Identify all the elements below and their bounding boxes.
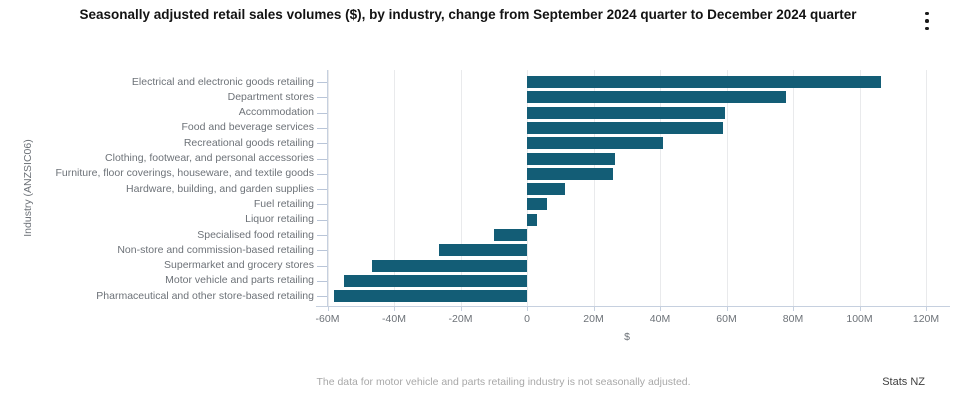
category-tick <box>317 143 327 145</box>
gridline-20M <box>593 70 595 306</box>
category-label-motor-vehicle-and-parts-retailing: Motor vehicle and parts retailing <box>165 274 314 287</box>
gridline-120M <box>926 70 927 306</box>
category-tick <box>317 82 327 83</box>
category-tick <box>317 265 327 267</box>
gridline--60M <box>327 70 329 306</box>
gridline--40M <box>394 70 395 306</box>
category-tick <box>317 127 327 129</box>
bar-furniture-floor-coverings-houseware-and-textile-goods[interactable] <box>527 167 614 180</box>
gridline-40M <box>660 70 661 306</box>
category-tick <box>317 97 327 99</box>
category-tick <box>317 296 327 298</box>
x-axis-tick <box>660 307 661 311</box>
category-label-supermarket-and-grocery-stores: Supermarket and grocery stores <box>164 259 314 272</box>
bar-specialised-food-retailing[interactable] <box>493 229 527 241</box>
bar-electrical-and-electronic-goods-retailing[interactable] <box>527 76 882 88</box>
kebab-dot-icon <box>925 11 929 16</box>
gridline-100M <box>859 70 861 306</box>
category-tick <box>317 173 327 175</box>
x-tick-label: 40M <box>649 313 671 325</box>
category-label-hardware-building-and-garden-supplies: Hardware, building, and garden supplies <box>126 182 314 195</box>
category-tick <box>317 250 327 252</box>
category-label-non-store-and-commission-based-retailing: Non-store and commission-based retailing <box>117 243 314 256</box>
category-tick <box>317 158 327 160</box>
x-tick-label: 20M <box>583 313 604 325</box>
category-label-specialised-food-retailing: Specialised food retailing <box>197 228 314 241</box>
x-axis-tick <box>460 307 462 311</box>
category-label-department-stores: Department stores <box>227 90 314 103</box>
chart-footnote: The data for motor vehicle and parts ret… <box>316 376 691 388</box>
y-axis-line <box>327 70 328 306</box>
bar-fuel-retailing[interactable] <box>527 198 547 211</box>
category-label-furniture-floor-coverings-houseware-and-textile-goods: Furniture, floor coverings, houseware, a… <box>55 167 314 180</box>
x-axis-tick <box>726 307 728 311</box>
category-label-fuel-retailing: Fuel retailing <box>253 197 314 210</box>
bar-non-store-and-commission-based-retailing[interactable] <box>438 244 527 257</box>
bar-recreational-goods-retailing[interactable] <box>527 137 664 150</box>
category-tick <box>317 219 327 221</box>
x-tick-label: 60M <box>716 313 737 325</box>
gridline-80M <box>793 70 794 306</box>
x-tick-label: -20M <box>448 313 473 325</box>
category-label-liquor-retailing: Liquor retailing <box>245 213 314 226</box>
bar-supermarket-and-grocery-stores[interactable] <box>372 259 527 272</box>
x-tick-label: -40M <box>382 313 406 325</box>
x-axis-line <box>316 306 950 307</box>
bar-pharmaceutical-and-other-store-based-retailing[interactable] <box>334 290 527 303</box>
x-axis-tick <box>527 307 528 311</box>
category-label-clothing-footwear-and-personal-accessories: Clothing, footwear, and personal accesso… <box>105 152 314 164</box>
category-label-recreational-goods-retailing: Recreational goods retailing <box>183 136 314 149</box>
bar-clothing-footwear-and-personal-accessories[interactable] <box>527 152 616 165</box>
x-tick-label: 100M <box>846 313 873 325</box>
gridline-60M <box>726 70 728 306</box>
kebab-menu-button[interactable] <box>916 6 938 36</box>
category-tick <box>317 204 327 206</box>
x-axis-tick <box>926 307 927 311</box>
kebab-dot-icon <box>925 19 929 23</box>
bar-hardware-building-and-garden-supplies[interactable] <box>527 183 566 196</box>
category-label-pharmaceutical-and-other-store-based-retailing: Pharmaceutical and other store-based ret… <box>96 289 314 302</box>
x-axis-tick <box>327 307 329 311</box>
attribution-stats-nz: Stats NZ <box>882 376 925 388</box>
bar-department-stores[interactable] <box>527 91 787 104</box>
category-tick <box>317 280 327 282</box>
gridline--20M <box>460 70 462 306</box>
category-label-accommodation: Accommodation <box>238 106 314 119</box>
x-axis-title: $ <box>624 331 630 343</box>
x-axis-tick <box>593 307 595 311</box>
category-tick <box>317 235 327 236</box>
bar-food-and-beverage-services[interactable] <box>527 121 724 134</box>
y-axis-title: Industry (ANZSIC06) <box>22 139 34 237</box>
x-tick-label: 80M <box>782 313 804 325</box>
chart-title: Seasonally adjusted retail sales volumes… <box>79 7 857 22</box>
x-tick-label: 120M <box>912 313 940 325</box>
category-label-food-and-beverage-services: Food and beverage services <box>181 121 315 134</box>
x-axis-tick <box>394 307 395 311</box>
x-axis-tick <box>793 307 794 311</box>
bar-accommodation[interactable] <box>527 106 725 119</box>
bar-motor-vehicle-and-parts-retailing[interactable] <box>344 274 527 287</box>
category-tick <box>317 112 327 114</box>
kebab-dot-icon <box>925 26 929 31</box>
x-tick-label: 0 <box>524 313 530 325</box>
x-axis-tick <box>859 307 861 311</box>
bar-liquor-retailing[interactable] <box>527 213 537 226</box>
x-tick-label: -60M <box>315 313 340 325</box>
category-tick <box>317 189 327 191</box>
category-label-electrical-and-electronic-goods-retailing: Electrical and electronic goods retailin… <box>131 75 314 88</box>
